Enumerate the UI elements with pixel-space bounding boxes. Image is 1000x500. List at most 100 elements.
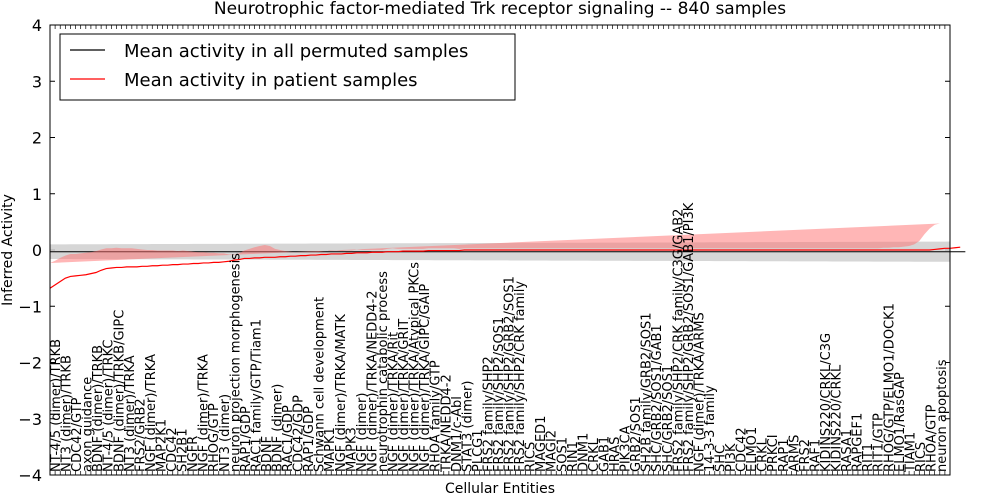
x-tick-label: NGF (dimer)/TRKA/Rit [387,332,402,472]
x-tick-label: DNM1/c-Abl [450,396,465,472]
x-tick-label: NGF (dimer)/TRKA/GIPC/GAIP [418,284,433,472]
chart-title: Neurotrophic factor-mediated Trk recepto… [214,0,786,19]
x-tick-label: SHC/GRB2/SOS1 [661,365,676,472]
x-tick-label: GRB2/SOS1 [629,396,644,472]
y-tick-label: 1 [32,185,42,204]
x-tick-label: RAP1/GDP [239,406,254,472]
x-tick-label: SH2B1 [176,428,191,472]
x-tick-label: RIT1 [861,443,876,472]
x-tick-label: MAPK3 [344,427,359,472]
x-tick-label: CRKL [756,437,771,472]
y-tick-label: −3 [18,410,42,429]
x-tick-label: 14-3-3 family [703,385,718,472]
legend: Mean activity in all permuted samples Me… [59,33,516,101]
x-tick-label: RHOG/GTP [207,403,222,472]
x-tick-label: NGF (dimer)/TRKA/ARMS [692,312,707,472]
x-tick-label: neuron projection morphogenesis [228,253,243,472]
x-tick-label: RAC1 family/GTP/Tiam1 [249,319,264,472]
patient-band-layer [49,223,961,289]
x-tick-label: RHOG/GTP/ELMO1/DOCK1 [882,303,897,472]
y-tick-label: −1 [18,297,42,316]
x-tick-label: NT-4/5 (dimer)/TRKC [102,340,117,472]
x-tick-label: DNM1 [576,433,591,472]
x-tick-label: NGF (dimer)/TRKA/Atypical PKCs [408,262,423,472]
x-tick-label: RIT1/GTP [872,413,887,472]
x-tick-label: FRS2 family/SHP2 [481,356,496,472]
x-tick-label: MAP2K1 [154,419,169,472]
y-axis-label: Inferred Activity [0,194,16,306]
x-tick-label: RAP1 [777,438,792,472]
y-tick-label: 0 [32,241,42,260]
x-tick-label: HRAS [608,437,623,472]
x-tick-label: NGFR [186,436,201,472]
x-tick-label: BDNF [260,436,275,472]
x-tick-label: STAT3 (dimer) [460,381,475,472]
x-tick-label: PI3K [724,443,739,472]
x-tick-label: NT3 (dimer)/TRKB [60,355,75,472]
y-tick-label: −4 [18,466,42,485]
x-tick-label: MAPK1 [323,427,338,472]
x-tick-label: TRKA/NEDD4-2 [439,374,454,473]
x-tick-label: GAB1 [597,436,612,472]
x-tick-label: TIAM1 [903,432,918,473]
x-tick-label: RAC1/GDP [281,405,296,472]
x-tick-label: RASA1 [840,429,855,472]
x-tick-label: RICS [914,442,929,472]
x-tick-label: FRS2 family/SHP2/CRK family/C3G/GAB2 [671,209,686,472]
x-tick-label: KIDINS220/CRKL/C3G [819,333,834,472]
x-tick-label: neuron apoptosis [935,359,950,472]
x-tick-label: CDC42 [165,427,180,472]
x-tick-label: ELMO1/RasGAP [893,372,908,472]
x-tick-label: ARMS [787,435,802,472]
x-tick-label: ELMO1 [745,427,760,472]
x-tick-label: CDC42/GTP [70,397,85,472]
y-tick-label: 4 [32,16,42,35]
x-tick-label: FRS2 family/SHP2/GRB2/SOS1/GAB1/PI3K [682,202,697,472]
x-tick-label: NT3 (dimer) [218,394,233,472]
x-tick-label: BDNF (dimer)/TRKB [91,345,106,472]
x-tick-label: FRS2 family/SHP2/SOS1 [492,317,507,472]
patient-band [50,223,940,263]
y-tick-label: −2 [18,354,42,373]
x-tick-label: NGF (dimer)/TRKA/MATK [334,314,349,472]
x-tick-label: PRKCI [766,434,781,472]
x-tick-label: SOS1 [555,437,570,472]
x-tick-label: BDNF (dimer) [271,384,286,472]
x-tick-label: RHOA family/GTP [429,360,444,472]
x-tick-label: NGF (dimer)/TRKA [197,354,212,472]
x-axis-label: Cellular Entities [445,481,555,497]
x-tick-label: NGF (dimer)/TRKA [144,354,159,472]
x-tick-label: SHC [714,445,729,472]
x-tick-label: MAGED1 [534,416,549,472]
x-tick-label: FRS2/GRB2 [133,398,148,472]
x-tick-label: FRS2 [798,439,813,472]
x-tick-label: NGF (dimer)/TRKA/NEDD4-2 [365,290,380,472]
x-tick-label: FRS2 family/SHP2/CRK family [513,281,528,472]
x-tick-label: SHC/GRB2/SOS1/GAB1 [650,324,665,472]
x-tick-label: NGF (dimer) [355,393,370,472]
patient-mean-line [49,246,961,289]
x-tick-label: KIDINS220/CRKL [830,364,845,472]
plot-frame [49,24,951,476]
x-tick-label: Schwann cell development [313,297,328,472]
legend-label-patient: Mean activity in patient samples [124,70,418,91]
x-tick-label: NT3 (dimer)/TRKA [123,355,138,472]
x-tick-label: SH2B family/GRB2/SOS1 [640,312,655,472]
x-tick-label: BDNF (dimer)/TRKB/GIPC [112,310,127,472]
y-tick-labels: −4 −3 −2 −1 0 1 2 3 4 [18,16,42,485]
y-tick-label: 2 [32,129,42,148]
x-tick-label: FRS2 family/SHP2/GRB2/SOS1 [503,276,518,472]
x-tick-label: RICS [524,442,539,472]
x-tick-label: neurotrophin catabolic process [376,271,391,472]
x-tick-label: NGF (dimer)/TRKA/GRIT [397,319,412,472]
x-tick-label: RIN1 [566,441,581,472]
x-tick-label: MAGI2 [545,430,560,472]
x-tick-label: PIK3CA [619,425,634,472]
y-tick-label: 3 [32,72,42,91]
x-tick-label: axon guidance [81,377,96,472]
x-tick-label: CDC42 [735,427,750,472]
legend-box [59,33,516,101]
legend-label-permuted: Mean activity in all permuted samples [124,41,468,62]
